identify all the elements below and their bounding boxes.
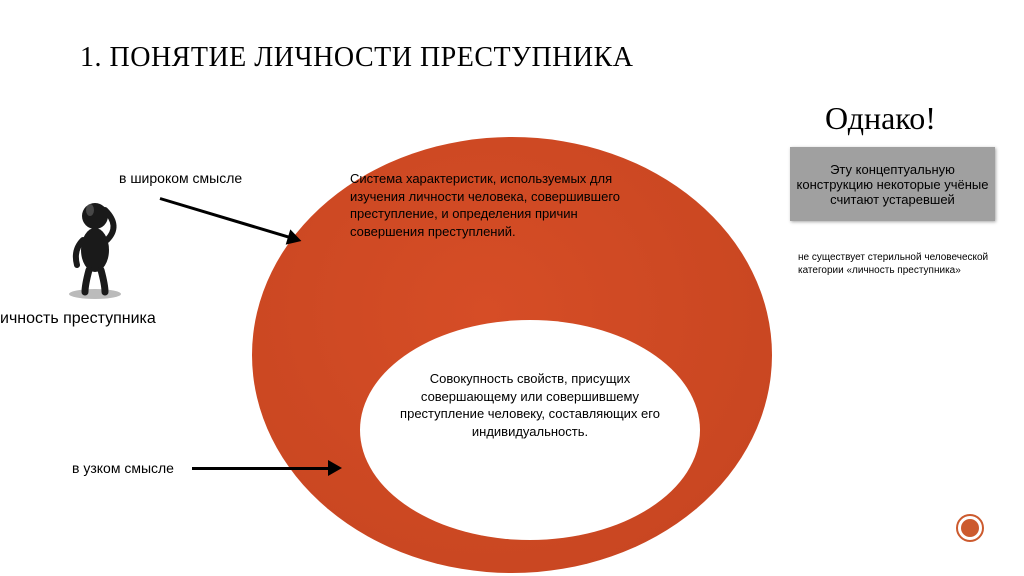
thinking-figure-icon <box>55 190 135 300</box>
broad-sense-label: в широком смысле <box>119 170 242 186</box>
slide-title: 1. ПОНЯТИЕ ЛИЧНОСТИ ПРЕСТУПНИКА <box>80 42 634 74</box>
concept-obsolete-box: Эту концептуальную конструкцию некоторые… <box>790 147 995 221</box>
figure-caption: ичность преступника <box>0 310 156 328</box>
corner-badge-dot <box>961 519 979 537</box>
slide-stage: { "title": { "text": "1. ПОНЯТИЕ ЛИЧНОСТ… <box>0 0 1024 576</box>
however-label: Однако! <box>825 100 936 137</box>
concept-obsolete-text: Эту концептуальную конструкцию некоторые… <box>796 162 989 207</box>
broad-sense-text: Система характеристик, используемых для … <box>350 170 650 240</box>
narrow-sense-label: в узком смысле <box>72 460 174 476</box>
small-note: не существует стерильной человеческой ка… <box>798 252 993 277</box>
narrow-sense-text: Совокупность свойств, присущих совершающ… <box>400 370 660 440</box>
